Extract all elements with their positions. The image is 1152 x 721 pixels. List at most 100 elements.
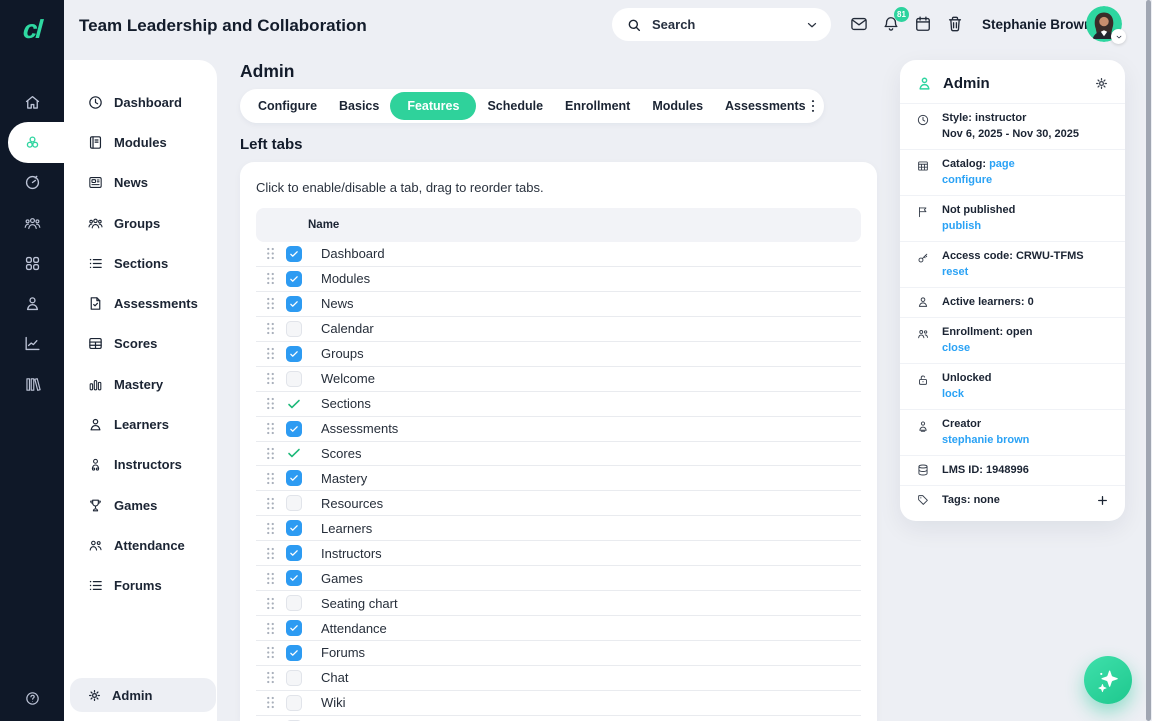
panel-link-publish[interactable]: publish	[942, 220, 982, 232]
sidebar-item-attendance[interactable]: Attendance	[64, 525, 217, 565]
checkbox-checked[interactable]	[286, 520, 302, 537]
table-row[interactable]	[256, 716, 861, 721]
table-row-groups[interactable]: Groups	[256, 342, 861, 367]
table-row-sections[interactable]: Sections	[256, 392, 861, 417]
drag-handle-icon[interactable]	[264, 421, 277, 436]
tab-enrollment[interactable]: Enrollment	[554, 92, 641, 120]
sidebar-item-instructors[interactable]: Instructors	[64, 445, 217, 485]
panel-link-page[interactable]: page	[989, 158, 1015, 170]
tab-overflow-button[interactable]	[804, 97, 822, 115]
sidebar-item-groups[interactable]: Groups	[64, 203, 217, 243]
drag-handle-icon[interactable]	[264, 271, 277, 286]
sidebar-item-dashboard[interactable]: Dashboard	[64, 82, 217, 122]
table-row-dashboard[interactable]: Dashboard	[256, 242, 861, 267]
tab-assessments[interactable]: Assessments	[714, 92, 817, 120]
rail-item-apps[interactable]	[0, 243, 64, 283]
drag-handle-icon[interactable]	[264, 695, 277, 710]
checkbox-checked[interactable]	[286, 295, 302, 312]
sidebar-item-sections[interactable]: Sections	[64, 243, 217, 283]
notifications-button[interactable]: 81	[881, 7, 909, 34]
plus-icon[interactable]	[1096, 494, 1109, 507]
rail-item-home[interactable]	[0, 82, 64, 122]
table-row-assessments[interactable]: Assessments	[256, 417, 861, 442]
sidebar-item-news[interactable]: News	[64, 163, 217, 203]
panel-link-configure[interactable]: configure	[942, 174, 993, 186]
sidebar-item-learners[interactable]: Learners	[64, 404, 217, 444]
table-row-mastery[interactable]: Mastery	[256, 466, 861, 492]
drag-handle-icon[interactable]	[264, 670, 277, 685]
search-input[interactable]	[652, 17, 805, 32]
table-row-instructors[interactable]: Instructors	[256, 541, 861, 567]
table-row-calendar[interactable]: Calendar	[256, 317, 861, 342]
checkbox-checked[interactable]	[286, 470, 302, 487]
drag-handle-icon[interactable]	[264, 396, 277, 411]
calendar-button[interactable]	[913, 14, 933, 34]
checkbox-checked[interactable]	[286, 245, 302, 262]
drag-handle-icon[interactable]	[264, 645, 277, 660]
rail-item-groups[interactable]	[0, 203, 64, 243]
checkbox-unchecked[interactable]	[286, 320, 302, 337]
drag-handle-icon[interactable]	[264, 471, 277, 486]
user-name[interactable]: Stephanie Brown	[982, 17, 1093, 32]
search-bar[interactable]	[612, 8, 831, 41]
rail-help-button[interactable]	[0, 690, 64, 707]
avatar[interactable]	[1086, 6, 1126, 44]
panel-link-close[interactable]: close	[942, 342, 971, 354]
page-scrollbar[interactable]	[1146, 0, 1151, 721]
assistant-fab[interactable]	[1084, 656, 1132, 704]
table-row-games[interactable]: Games	[256, 566, 861, 592]
panel-settings-button[interactable]	[1094, 76, 1109, 91]
checkbox-checked[interactable]	[286, 345, 302, 362]
panel-link-reset[interactable]: reset	[942, 266, 969, 278]
table-row-news[interactable]: News	[256, 292, 861, 317]
table-row-attendance[interactable]: Attendance	[256, 616, 861, 641]
sidebar-item-scores[interactable]: Scores	[64, 324, 217, 364]
table-row-learners[interactable]: Learners	[256, 516, 861, 542]
drag-handle-icon[interactable]	[264, 346, 277, 361]
sidebar-item-forums[interactable]: Forums	[64, 566, 217, 606]
tab-modules[interactable]: Modules	[641, 92, 714, 120]
tab-configure[interactable]: Configure	[247, 92, 328, 120]
rail-item-courses[interactable]	[0, 122, 64, 163]
drag-handle-icon[interactable]	[264, 321, 277, 336]
table-row-forums[interactable]: Forums	[256, 641, 861, 666]
tab-basics[interactable]: Basics	[328, 92, 390, 120]
table-row-chat[interactable]: Chat	[256, 666, 861, 691]
mail-button[interactable]	[849, 14, 869, 34]
sidebar-item-modules[interactable]: Modules	[64, 122, 217, 162]
panel-link-lock[interactable]: lock	[942, 388, 965, 400]
brand-logo[interactable]: cl	[22, 13, 42, 44]
rail-item-dashboard[interactable]	[0, 163, 64, 203]
rail-item-analytics[interactable]	[0, 324, 64, 364]
sidebar-item-mastery[interactable]: Mastery	[64, 364, 217, 404]
checkbox-unchecked[interactable]	[286, 669, 302, 686]
checkbox-checked[interactable]	[286, 644, 302, 661]
drag-handle-icon[interactable]	[264, 246, 277, 261]
table-row-wiki[interactable]: Wiki	[256, 691, 861, 716]
rail-item-library[interactable]	[0, 364, 64, 404]
checkbox-unchecked[interactable]	[286, 595, 302, 612]
sidebar-item-admin[interactable]: Admin	[70, 678, 216, 712]
rail-item-profile[interactable]	[0, 283, 64, 323]
checkbox-checked[interactable]	[286, 420, 302, 437]
drag-handle-icon[interactable]	[264, 371, 277, 386]
checkbox-checked[interactable]	[286, 270, 302, 287]
drag-handle-icon[interactable]	[264, 546, 277, 561]
sidebar-item-games[interactable]: Games	[64, 485, 217, 525]
drag-handle-icon[interactable]	[264, 596, 277, 611]
tab-schedule[interactable]: Schedule	[476, 92, 554, 120]
table-row-welcome[interactable]: Welcome	[256, 367, 861, 392]
checkbox-unchecked[interactable]	[286, 694, 302, 711]
table-row-resources[interactable]: Resources	[256, 491, 861, 517]
checkbox-checked[interactable]	[286, 545, 302, 562]
checkbox-unchecked[interactable]	[286, 495, 302, 512]
table-row-seating-chart[interactable]: Seating chart	[256, 591, 861, 617]
table-row-scores[interactable]: Scores	[256, 442, 861, 467]
drag-handle-icon[interactable]	[264, 446, 277, 461]
drag-handle-icon[interactable]	[264, 571, 277, 586]
sidebar-item-assessments[interactable]: Assessments	[64, 283, 217, 323]
trash-button[interactable]	[945, 14, 965, 34]
drag-handle-icon[interactable]	[264, 521, 277, 536]
avatar-menu-chevron[interactable]	[1111, 29, 1126, 44]
checkbox-checked[interactable]	[286, 620, 302, 637]
